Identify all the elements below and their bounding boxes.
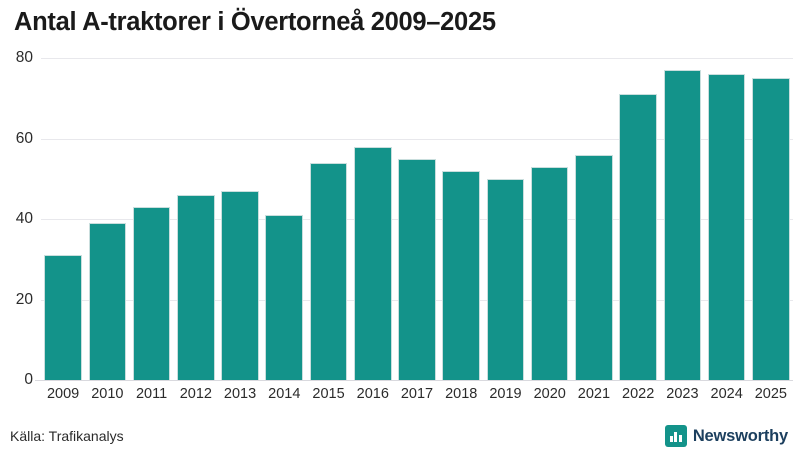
y-axis-tick-label: 60 [15,129,33,147]
bar-slot [572,58,616,380]
bar[interactable] [88,223,127,380]
bar-slot [85,58,129,380]
bar[interactable] [177,194,215,380]
bar-slot [528,58,572,380]
brand-logo: Newsworthy [664,425,788,447]
bar[interactable] [575,154,613,380]
bar[interactable] [44,255,82,380]
x-axis-tick-label: 2011 [135,386,168,402]
gridline [41,138,793,140]
y-axis-tick-label: 80 [15,49,33,66]
x-axis-tick-label: 2016 [356,386,389,402]
bar-chart-icon [664,425,687,447]
x-axis-tick-label: 2014 [268,386,301,402]
x-axis-tick-label: 2025 [754,386,787,402]
page-title: Antal A-traktorer i Övertorneå 2009–2025 [14,8,496,36]
y-axis-tick-label: 0 [24,371,33,388]
bar[interactable] [353,146,392,380]
bar[interactable] [309,162,348,380]
bar[interactable] [265,214,304,380]
bar-slot [218,58,262,380]
bar[interactable] [132,206,171,380]
bar-slot [262,58,306,380]
x-axis-tick-label: 2023 [666,386,699,402]
x-axis-tick-label: 2018 [445,386,478,402]
bar[interactable] [663,70,702,380]
y-axis-tick-label: 40 [15,210,33,227]
bar-slot [749,58,793,380]
bar[interactable] [442,170,481,380]
source-note: Källa: Trafikanalys [10,428,124,444]
x-axis-tick-label: 2013 [223,386,257,402]
x-axis-tick-label: 2019 [489,386,522,402]
x-axis-labels: 2009 2010 2011 2012 2013 2014 2015 2016 2017 2018… [41,386,793,402]
bar-slot [351,58,395,380]
x-axis-tick-label: 2015 [312,386,345,402]
bar-slot [616,58,660,380]
x-axis-tick-label: 2009 [46,386,80,402]
bar[interactable] [398,158,436,380]
bar[interactable] [486,178,525,380]
bar[interactable] [752,78,790,380]
y-axis-tick-label: 20 [15,290,33,308]
bar-series [41,58,793,380]
x-axis-tick-label: 2024 [710,386,743,402]
bar[interactable] [221,190,259,380]
bar[interactable] [707,74,746,380]
bar[interactable] [619,94,657,380]
bar[interactable] [530,166,569,380]
bar-slot [705,58,749,380]
x-axis-tick-label: 2021 [577,386,611,402]
x-axis-tick-label: 2010 [91,386,124,402]
brand-name: Newsworthy [692,426,788,445]
bar-slot [395,58,439,380]
bar-slot [483,58,527,380]
bar-slot [129,58,173,380]
bar-slot [660,58,704,380]
x-axis-tick-label: 2012 [179,386,212,402]
x-axis-tick-label: 2020 [533,386,566,402]
bar-slot [41,58,85,380]
axis-baseline [35,380,793,381]
bar-slot [306,58,350,380]
x-axis-tick-label: 2017 [400,386,434,402]
bar-slot [174,58,218,380]
gridline [41,58,793,59]
bar-slot [439,58,483,380]
y-axis-labels: 0 20 40 60 80 [0,49,33,388]
x-axis-tick-label: 2022 [622,386,655,402]
